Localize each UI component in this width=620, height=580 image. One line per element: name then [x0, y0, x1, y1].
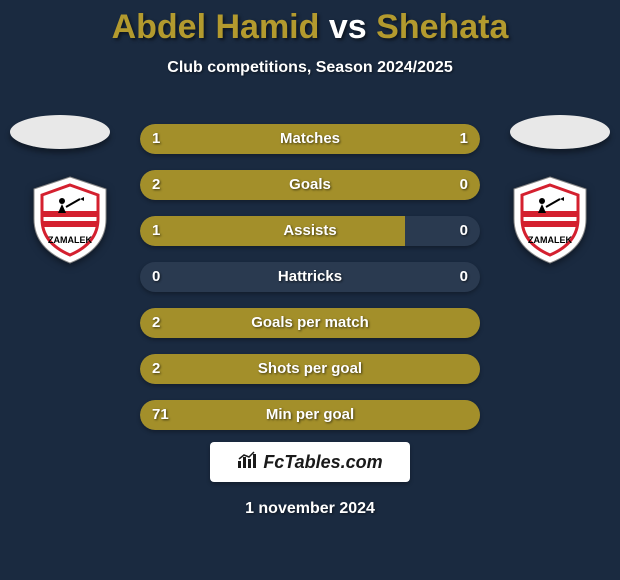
stat-label: Min per goal — [140, 400, 480, 430]
player1-club-badge: ZAMALEK — [30, 175, 110, 265]
stat-row: 71Min per goal — [140, 400, 480, 430]
comparison-bars: 11Matches 20Goals 10Assists 00Hattricks 2Goa… — [140, 124, 480, 446]
chart-icon — [237, 451, 257, 474]
player1-name: Abdel Hamid — [112, 8, 320, 46]
stat-row: 20Goals — [140, 170, 480, 200]
stat-row: 11Matches — [140, 124, 480, 154]
svg-text:ZAMALEK: ZAMALEK — [528, 235, 572, 245]
stat-label: Assists — [140, 216, 480, 246]
stat-row: 2Shots per goal — [140, 354, 480, 384]
page-title: Abdel Hamid vs Shehata — [0, 0, 620, 47]
player2-name: Shehata — [376, 8, 508, 46]
subtitle: Club competitions, Season 2024/2025 — [0, 59, 620, 77]
stat-label: Goals per match — [140, 308, 480, 338]
stat-label: Hattricks — [140, 262, 480, 292]
player2-avatar-placeholder — [510, 115, 610, 149]
player2-club-badge: ZAMALEK — [510, 175, 590, 265]
stat-row: 2Goals per match — [140, 308, 480, 338]
brand-badge: FcTables.com — [210, 442, 410, 482]
stat-label: Matches — [140, 124, 480, 154]
stat-row: 10Assists — [140, 216, 480, 246]
player1-avatar-placeholder — [10, 115, 110, 149]
svg-text:ZAMALEK: ZAMALEK — [48, 235, 92, 245]
vs-text: vs — [329, 8, 367, 46]
date-text: 1 november 2024 — [0, 500, 620, 518]
stat-label: Shots per goal — [140, 354, 480, 384]
stat-label: Goals — [140, 170, 480, 200]
stat-row: 00Hattricks — [140, 262, 480, 292]
brand-text: FcTables.com — [263, 452, 382, 473]
